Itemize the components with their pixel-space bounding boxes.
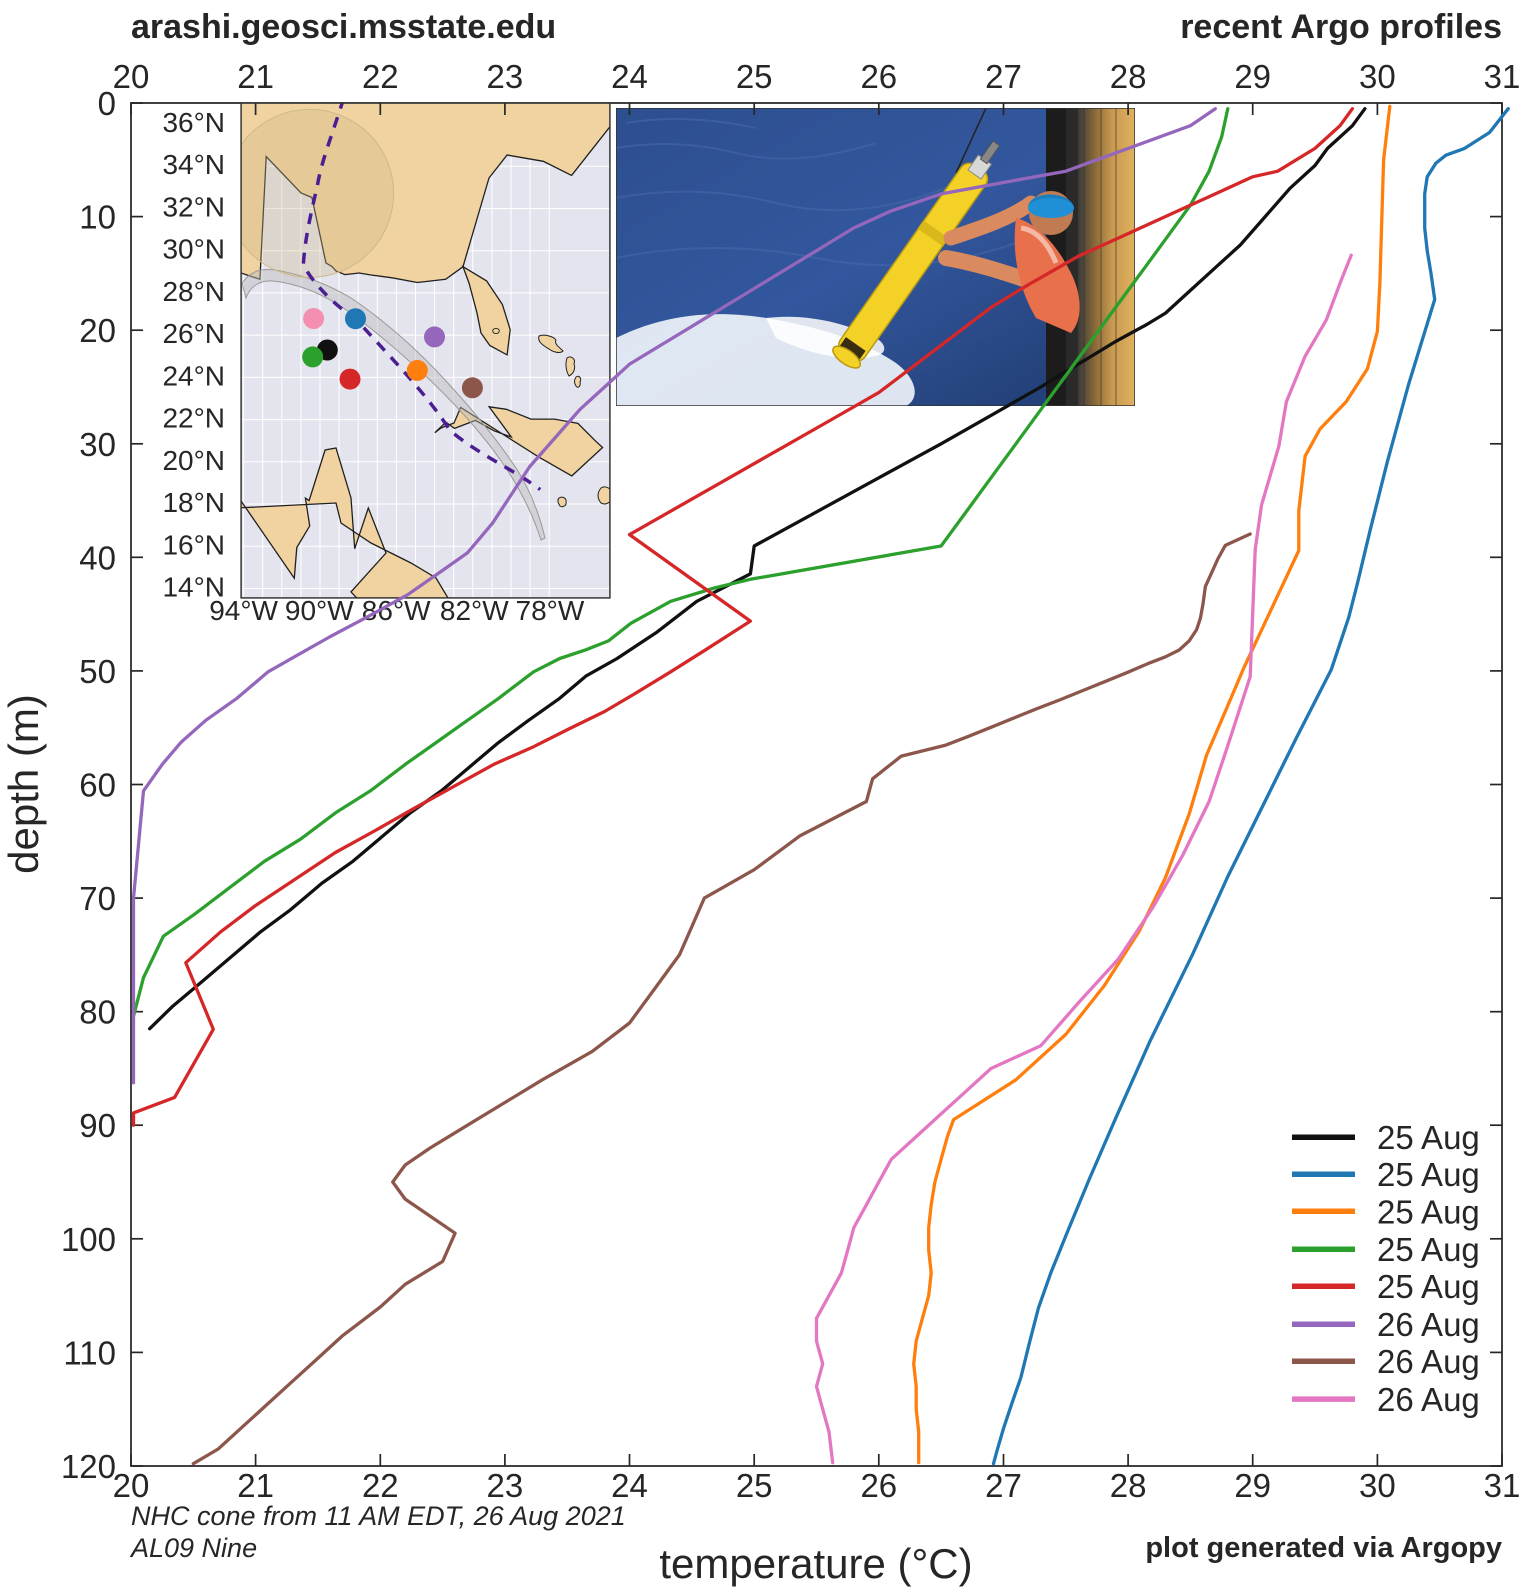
svg-text:120: 120 [61, 1448, 116, 1485]
svg-text:28: 28 [1110, 1467, 1147, 1504]
svg-text:26 Aug: 26 Aug [1377, 1306, 1480, 1343]
svg-text:0: 0 [98, 85, 116, 122]
svg-text:recent Argo profiles: recent Argo profiles [1180, 8, 1502, 46]
svg-text:50: 50 [79, 653, 116, 690]
svg-text:100: 100 [61, 1221, 116, 1258]
svg-text:20: 20 [113, 58, 150, 95]
svg-text:24: 24 [611, 1467, 648, 1504]
svg-text:30°N: 30°N [162, 234, 225, 265]
svg-text:110: 110 [63, 1334, 116, 1371]
svg-text:20°N: 20°N [162, 445, 225, 476]
svg-text:arashi.geosci.msstate.edu: arashi.geosci.msstate.edu [131, 8, 556, 46]
svg-text:30: 30 [79, 426, 116, 463]
svg-text:24°N: 24°N [162, 360, 225, 391]
svg-text:depth (m): depth (m) [0, 694, 47, 874]
svg-text:23: 23 [487, 1467, 524, 1504]
svg-text:26 Aug: 26 Aug [1377, 1381, 1480, 1418]
svg-text:25 Aug: 25 Aug [1377, 1268, 1480, 1305]
svg-text:26°N: 26°N [162, 318, 225, 349]
svg-text:78°W: 78°W [516, 595, 585, 626]
svg-text:22°N: 22°N [162, 403, 225, 434]
svg-text:25 Aug: 25 Aug [1377, 1193, 1480, 1230]
svg-text:23: 23 [487, 58, 524, 95]
svg-text:34°N: 34°N [162, 149, 225, 180]
svg-text:94°W: 94°W [209, 595, 278, 626]
svg-text:21: 21 [237, 1467, 274, 1504]
svg-text:18°N: 18°N [162, 487, 225, 518]
svg-text:82°W: 82°W [440, 595, 509, 626]
svg-text:24: 24 [611, 58, 648, 95]
svg-text:25: 25 [736, 58, 773, 95]
svg-text:31: 31 [1484, 58, 1521, 95]
svg-text:40: 40 [79, 539, 116, 576]
svg-text:32°N: 32°N [162, 192, 225, 223]
svg-text:plot generated via Argopy: plot generated via Argopy [1145, 1532, 1502, 1564]
svg-text:22: 22 [362, 58, 399, 95]
svg-text:AL09 Nine: AL09 Nine [129, 1533, 257, 1563]
svg-text:20: 20 [79, 312, 116, 349]
svg-text:31: 31 [1484, 1467, 1521, 1504]
svg-text:26: 26 [860, 58, 897, 95]
svg-text:temperature (°C): temperature (°C) [659, 1540, 972, 1587]
svg-text:NHC cone from 11 AM EDT, 26 Au: NHC cone from 11 AM EDT, 26 Aug 2021 [131, 1501, 626, 1531]
svg-text:25 Aug: 25 Aug [1377, 1231, 1480, 1268]
svg-text:29: 29 [1234, 58, 1271, 95]
svg-text:28: 28 [1110, 58, 1147, 95]
svg-text:10: 10 [79, 199, 116, 236]
svg-text:21: 21 [237, 58, 274, 95]
svg-text:30: 30 [1359, 58, 1396, 95]
svg-text:25 Aug: 25 Aug [1377, 1156, 1480, 1193]
svg-text:90°W: 90°W [285, 595, 354, 626]
svg-text:16°N: 16°N [162, 529, 225, 560]
svg-text:22: 22 [362, 1467, 399, 1504]
svg-text:30: 30 [1359, 1467, 1396, 1504]
svg-text:60: 60 [79, 767, 116, 804]
svg-text:36°N: 36°N [162, 107, 225, 138]
svg-text:80: 80 [79, 994, 116, 1031]
svg-text:27: 27 [985, 58, 1022, 95]
svg-text:20: 20 [113, 1467, 150, 1504]
svg-text:28°N: 28°N [162, 276, 225, 307]
svg-text:26 Aug: 26 Aug [1377, 1343, 1480, 1380]
svg-text:25: 25 [736, 1467, 773, 1504]
svg-text:27: 27 [985, 1467, 1022, 1504]
svg-text:26: 26 [860, 1467, 897, 1504]
svg-text:29: 29 [1234, 1467, 1271, 1504]
svg-text:90: 90 [79, 1107, 116, 1144]
svg-text:70: 70 [79, 880, 116, 917]
svg-text:25 Aug: 25 Aug [1377, 1119, 1480, 1156]
